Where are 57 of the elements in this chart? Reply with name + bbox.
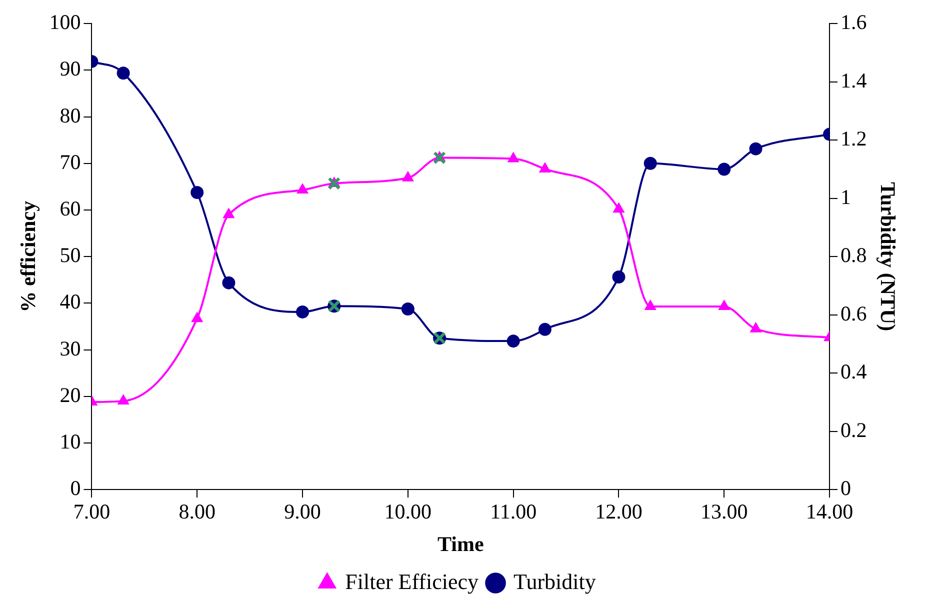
x-axis-title: Time: [437, 532, 484, 556]
y-tick-label: 70: [60, 150, 81, 174]
point: [506, 334, 520, 348]
point: [750, 322, 762, 332]
point: [613, 202, 624, 213]
x-tick-label: 12.00: [595, 500, 642, 524]
point: [644, 156, 657, 170]
y2-tick-label: 0: [840, 476, 852, 500]
point: [118, 394, 130, 405]
x-tick-label: 8.00: [178, 500, 216, 524]
y2-tick-label: 1: [840, 184, 852, 209]
point: [191, 312, 203, 322]
y-tick-label: 80: [60, 103, 81, 128]
point: [190, 186, 204, 200]
x-tick-label: 13.00: [700, 500, 748, 524]
point: [223, 208, 234, 218]
point: [402, 171, 414, 182]
point: [749, 142, 762, 156]
y2-tick-label: 1.4: [840, 68, 868, 92]
point: [718, 162, 731, 176]
point: [401, 302, 414, 316]
legend-label: Filter Efficiecy: [345, 568, 479, 594]
x-tick-label: 10.00: [384, 500, 432, 524]
point: [508, 152, 520, 162]
y-tick-label: 0: [70, 476, 81, 500]
y2-tick-label: 1.2: [840, 126, 867, 151]
point: [296, 183, 308, 194]
y-tick-label: 40: [60, 290, 81, 314]
y-tick-label: 10: [60, 430, 81, 454]
y2-tick-label: 1.6: [840, 10, 867, 34]
y-tick-label: 60: [60, 196, 81, 221]
y2-tick-label: 0.2: [840, 418, 867, 442]
y2-axis-title: Turbidity (NTU): [876, 182, 900, 332]
x-tick-label: 9.00: [284, 500, 321, 524]
x-tick-label: 7.00: [73, 500, 110, 524]
point: [222, 276, 236, 290]
point: [538, 322, 552, 336]
point: [539, 162, 551, 172]
point: [116, 66, 130, 80]
x-tick-label: 11.00: [490, 500, 537, 524]
point: [433, 151, 446, 164]
legend-label: Turbidity: [514, 568, 596, 594]
y-tick-label: 90: [60, 56, 81, 81]
point: [296, 305, 310, 318]
y-tick-label: 100: [49, 10, 81, 34]
y2-tick-label: 0.6: [840, 301, 867, 326]
point: [644, 300, 656, 310]
y-axis-title: % efficiency: [16, 200, 40, 312]
point: [328, 176, 341, 190]
y2-tick-label: 0.8: [840, 243, 867, 268]
point: [612, 270, 626, 284]
y-tick-label: 50: [60, 243, 81, 268]
y2-tick-label: 0.4: [840, 360, 868, 384]
point: [718, 300, 730, 310]
x-tick-label: 14.00: [806, 500, 854, 524]
y-tick-label: 30: [60, 336, 81, 360]
y-tick-label: 20: [60, 382, 81, 407]
